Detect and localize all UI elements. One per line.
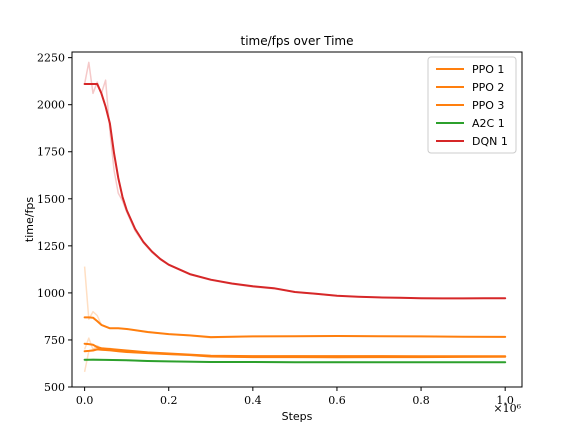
x-axis-label: Steps bbox=[282, 410, 313, 423]
x-tick-label: 0.2 bbox=[160, 394, 178, 407]
plot-frame bbox=[71, 51, 523, 388]
series-layer bbox=[83, 83, 507, 364]
y-tick-label: 1500 bbox=[37, 193, 65, 206]
legend-frame bbox=[427, 56, 517, 154]
x-tick-label: 1.0 bbox=[496, 394, 514, 407]
series-line-a2c-1 bbox=[83, 358, 507, 364]
y-tick-label: 2250 bbox=[37, 52, 65, 65]
legend-label-ppo-2: PPO 2 bbox=[472, 81, 504, 94]
y-tick-label: 1250 bbox=[37, 240, 65, 253]
x-tick-label: 0.8 bbox=[412, 394, 430, 407]
legend-label-a2c-1: A2C 1 bbox=[472, 117, 505, 130]
y-axis-label: time/fps bbox=[23, 197, 36, 242]
y-axis: 500 750 1000 1250 1500 1750 2000 2250 bbox=[37, 52, 72, 394]
legend-label-ppo-3: PPO 3 bbox=[472, 99, 504, 112]
y-tick-label: 1000 bbox=[37, 287, 65, 300]
x-axis: 0.0 0.2 0.4 0.6 0.8 1.0 bbox=[76, 387, 514, 407]
y-tick-label: 1750 bbox=[37, 146, 65, 159]
legend-label-ppo-1: PPO 1 bbox=[472, 63, 504, 76]
x-tick-label: 0.6 bbox=[328, 394, 346, 407]
y-tick-label: 500 bbox=[44, 381, 65, 394]
legend: PPO 1 PPO 2 PPO 3 A2C 1 DQN 1 bbox=[427, 56, 517, 154]
series-line-ppo-2 bbox=[83, 316, 507, 339]
x-tick-label: 0.0 bbox=[76, 394, 94, 407]
x-axis-multiplier: ×10⁶ bbox=[493, 402, 521, 415]
x-tick-label: 0.4 bbox=[244, 394, 262, 407]
series-line-ppo-3 bbox=[83, 348, 507, 359]
y-tick-label: 2000 bbox=[37, 99, 65, 112]
series-line-dqn-1 bbox=[83, 83, 507, 300]
y-tick-label: 750 bbox=[44, 334, 65, 347]
chart-title: time/fps over Time bbox=[240, 34, 353, 48]
legend-label-dqn-1: DQN 1 bbox=[472, 135, 508, 148]
